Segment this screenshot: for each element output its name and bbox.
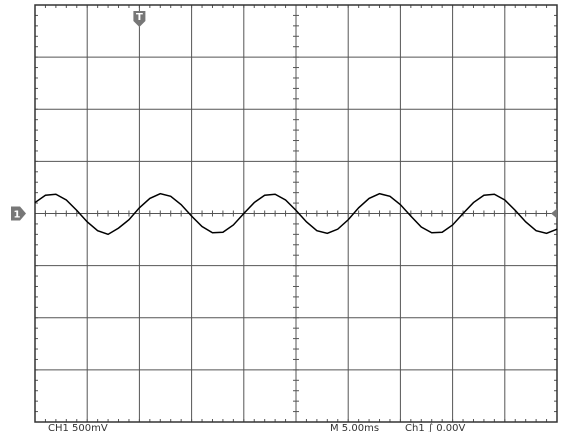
waveform: [34, 192, 558, 236]
channel-marker: [11, 206, 26, 221]
status-text: Ch1 ∫ 0.00V: [405, 423, 466, 432]
trigger-marker-label: T: [136, 12, 143, 23]
trigger-level-marker: [551, 208, 557, 219]
status-text: CH1 500mV: [48, 423, 108, 432]
status-text: M 5.00ms: [330, 423, 379, 432]
channel-marker-label: 1: [14, 210, 21, 221]
trigger-marker: [133, 11, 146, 27]
